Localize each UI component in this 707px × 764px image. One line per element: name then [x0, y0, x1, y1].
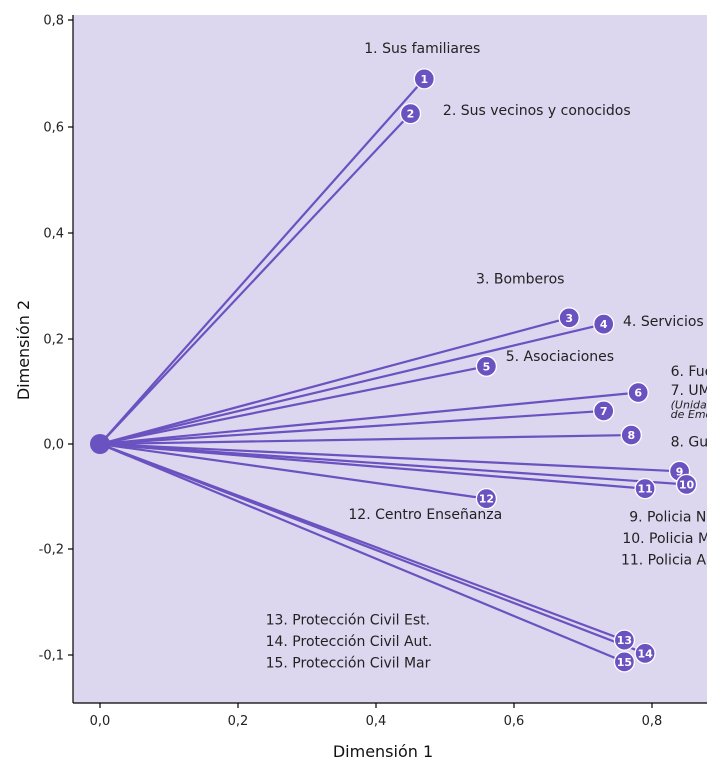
point-number-8: 8: [627, 429, 635, 442]
point-label-4: 4. Servicios Sanitarios: [623, 314, 707, 330]
y-axis-title: Dimensión 2: [14, 300, 33, 400]
point-marker-10: [675, 473, 698, 496]
point-number-14: 14: [637, 647, 653, 660]
point-number-12: 12: [479, 493, 494, 506]
point-label-7: 7. UME: [671, 383, 707, 399]
vector-line-1: [99, 78, 426, 445]
point-label-1: 1. Sus familiares: [364, 41, 480, 57]
vector-line-4: [99, 323, 604, 446]
point-number-3: 3: [565, 312, 573, 325]
point-label-11: 12. Centro Enseñanza: [348, 507, 502, 523]
point-number-4: 4: [600, 318, 608, 331]
y-tick-label: 0,0: [43, 438, 64, 453]
point-labels: 1. Sus familiares 2. Sus vecinos y conoci…: [266, 41, 707, 672]
point-marker-12: [475, 487, 498, 510]
point-marker-13: [613, 629, 636, 651]
vector-line-6: [99, 391, 639, 446]
vector-line-12: [99, 442, 487, 500]
point-label-13: 10. Policia Municipal: [622, 531, 707, 547]
point-number-15: 15: [617, 656, 632, 669]
point-label-12: 9. Policia Nacional: [629, 510, 707, 526]
point-label-15: 13. Protección Civil Est.: [266, 612, 430, 628]
point-marker-15: [613, 651, 636, 673]
x-tick-label: 0,0: [90, 714, 111, 729]
point-label-6: 6. Fuerzas Armadas: [671, 364, 707, 380]
point-label-9: de Emergencias): [671, 408, 707, 421]
point-label-17: 15. Protección Civil Mar: [266, 656, 431, 672]
vector-line-3: [99, 316, 570, 446]
point-label-2: 2. Sus vecinos y conocidos: [443, 103, 631, 119]
point-marker-1: [413, 68, 435, 90]
origin-marker: [90, 434, 110, 454]
point-marker-5: [475, 355, 498, 377]
point-marker-6: [627, 381, 649, 404]
x-axis-title: Dimensión 1: [333, 742, 433, 761]
y-tick-label: 0,8: [43, 14, 64, 29]
point-number-5: 5: [483, 360, 491, 373]
x-tick-label: 0,2: [228, 714, 249, 729]
vector-line-5: [99, 365, 487, 446]
x-tick-label: 0,8: [642, 714, 663, 729]
point-number-1: 1: [420, 73, 428, 86]
point-label-5: 5. Asociaciones: [506, 349, 614, 365]
point-label-10: 8. Guardia Civil: [671, 435, 707, 451]
point-marker-8: [620, 424, 642, 446]
vector-line-10: [99, 442, 687, 486]
point-marker-2: [399, 102, 422, 125]
y-tick-label: -0,1: [39, 649, 64, 664]
point-number-7: 7: [600, 405, 608, 418]
vector-line-7: [99, 409, 604, 446]
vector-lines: [99, 78, 687, 663]
y-tick-label: 0,2: [43, 333, 64, 348]
point-label-3: 3. Bomberos: [476, 271, 564, 287]
point-number-2: 2: [407, 108, 415, 121]
y-tick-label: -0,2: [39, 543, 64, 558]
vector-line-14: [99, 442, 646, 655]
vector-line-8: [99, 433, 632, 446]
vector-line-9: [99, 442, 680, 473]
y-tick-label: 0,4: [43, 227, 64, 242]
axes: [72, 15, 707, 704]
x-ticks: 0,00,20,40,60,81,0: [90, 703, 663, 729]
point-number-10: 10: [679, 478, 695, 491]
point-label-16: 14. Protección Civil Aut.: [266, 634, 433, 650]
y-ticks: 0,8 0,6 0,4 0,2 0,0 -0,2 -0,1: [39, 14, 73, 664]
x-tick-label: 0,6: [504, 714, 525, 729]
point-number-6: 6: [634, 387, 642, 400]
vector-line-15: [99, 442, 625, 663]
point-number-13: 13: [617, 634, 632, 647]
point-label-14: 11. Policia Autonómica: [621, 552, 707, 568]
point-marker-3: [558, 307, 580, 329]
point-marker-7: [593, 400, 615, 422]
x-tick-label: 0,4: [366, 714, 387, 729]
point-number-9: 9: [676, 465, 684, 478]
point-marker-11: [634, 477, 656, 500]
y-tick-label: 0,6: [43, 121, 64, 136]
vector-line-2: [99, 112, 412, 445]
point-number-11: 11: [637, 483, 652, 496]
point-marker-14: [634, 642, 656, 665]
point-marker-4: [593, 313, 615, 335]
vector-line-11: [99, 442, 646, 490]
